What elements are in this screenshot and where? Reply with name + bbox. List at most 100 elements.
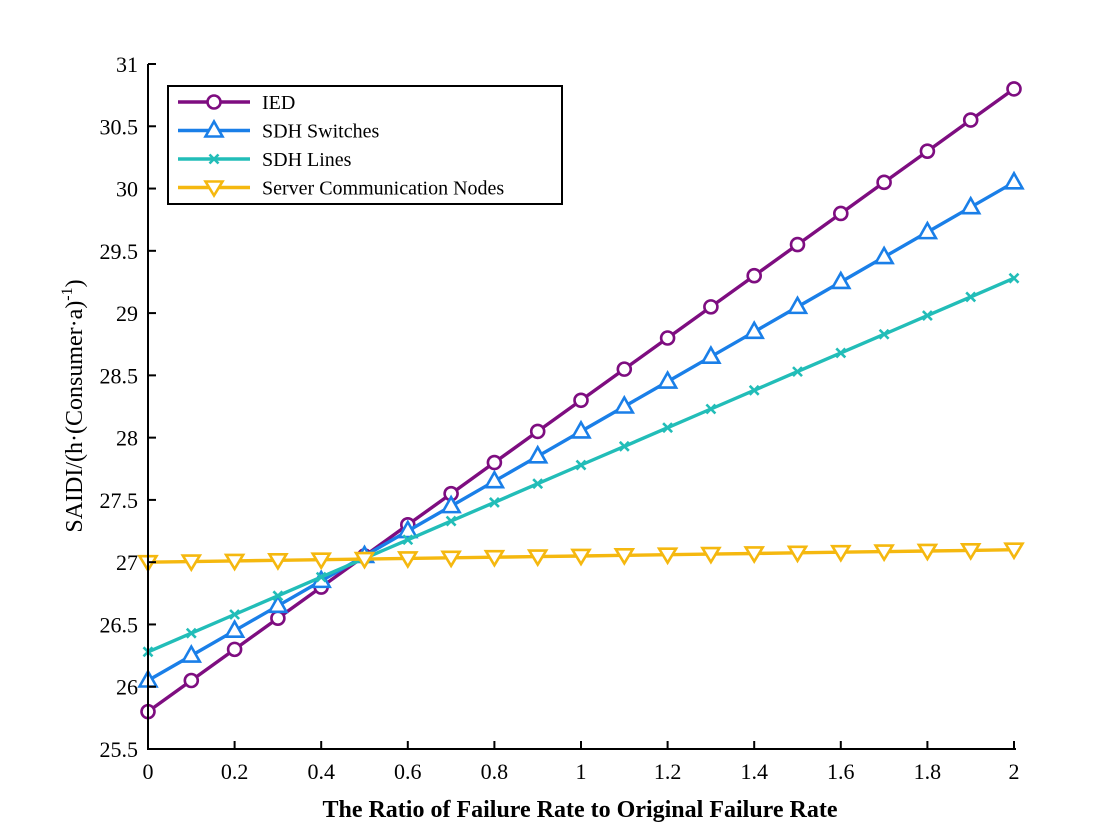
data-point <box>916 220 939 240</box>
y-tick-label: 30 <box>116 177 138 202</box>
data-point <box>180 554 203 573</box>
data-point <box>310 552 333 571</box>
data-point <box>613 548 636 566</box>
data-point <box>743 546 766 564</box>
data-point <box>445 515 457 527</box>
data-point <box>440 550 462 569</box>
data-point <box>878 328 890 340</box>
data-point <box>916 543 939 562</box>
data-point <box>315 571 327 583</box>
x-marker-stroke <box>921 310 933 322</box>
data-point <box>703 299 719 315</box>
data-point <box>226 641 243 658</box>
legend-marker <box>208 153 220 165</box>
series-1 <box>137 170 1025 688</box>
x-marker-stroke <box>532 478 544 490</box>
legend-label: SDH Lines <box>262 149 352 171</box>
data-point <box>832 205 849 222</box>
x-marker-stroke <box>965 291 977 303</box>
data-point <box>570 548 592 567</box>
x-marker-stroke <box>705 403 717 415</box>
data-point <box>229 609 241 620</box>
y-tick-label: 29 <box>116 301 138 326</box>
x-tick-label: 0.6 <box>394 759 422 784</box>
y-tick-label: 28 <box>116 426 138 451</box>
legend-marker <box>206 94 222 110</box>
data-point <box>829 544 852 563</box>
legend-label: Server Communication Nodes <box>262 178 504 200</box>
x-marker-stroke <box>272 590 284 602</box>
x-tick-label: 1.8 <box>914 759 942 784</box>
data-point <box>267 553 289 571</box>
data-point <box>1008 272 1020 284</box>
data-point <box>397 519 419 539</box>
data-point <box>613 394 636 414</box>
data-point <box>1003 542 1025 561</box>
data-point <box>180 643 203 663</box>
data-point <box>743 320 765 340</box>
data-point <box>570 419 592 439</box>
x-tick-label: 0 <box>143 759 154 784</box>
data-point <box>267 594 289 614</box>
data-point <box>965 291 977 303</box>
x-marker-stroke <box>488 496 500 508</box>
x-tick-label: 1.2 <box>654 759 682 784</box>
data-point <box>959 543 982 561</box>
legend-item-1: SDH Switches <box>178 118 379 143</box>
x-marker-stroke <box>878 328 890 340</box>
data-point <box>876 174 892 191</box>
y-axis-title-main: SAIDI/(h·(Consumer·a) <box>62 301 88 533</box>
data-point <box>792 366 803 378</box>
x-marker-stroke <box>402 534 414 546</box>
y-tick-label: 25.5 <box>100 737 139 762</box>
y-axis-title-superscript: -1 <box>59 287 76 300</box>
data-point <box>662 422 674 434</box>
x-marker-stroke <box>185 627 197 639</box>
y-tick-label: 27 <box>116 550 138 575</box>
y-tick-label: 30.5 <box>100 114 139 139</box>
series-3 <box>137 542 1025 573</box>
y-tick-label: 27.5 <box>100 488 139 513</box>
data-point <box>183 672 200 689</box>
y-tick-label: 31 <box>116 52 138 77</box>
data-point <box>921 310 933 322</box>
data-point <box>526 549 549 568</box>
data-point <box>223 553 246 572</box>
data-point <box>532 478 544 490</box>
data-point <box>656 547 679 566</box>
legend-marker <box>203 118 225 138</box>
x-tick-label: 0.2 <box>221 759 249 784</box>
data-point <box>440 494 462 514</box>
data-point <box>483 549 506 568</box>
data-point <box>959 195 982 215</box>
x-marker-stroke <box>748 384 760 396</box>
x-marker-stroke <box>835 347 847 359</box>
x-tick-label: 0.4 <box>307 759 335 784</box>
data-point <box>705 403 717 415</box>
y-axis-title: SAIDI/(h·(Consumer·a)-1) <box>59 279 88 532</box>
legend-marker <box>203 180 225 199</box>
data-point <box>402 534 414 546</box>
data-point <box>700 345 722 364</box>
x-marker-stroke <box>229 609 241 620</box>
data-point <box>789 236 806 253</box>
data-point <box>873 245 895 265</box>
x-tick-label: 0.8 <box>481 759 509 784</box>
data-point <box>353 551 376 570</box>
x-tick-label: 1 <box>576 759 587 784</box>
x-axis-title: The Ratio of Failure Rate to Original Fa… <box>322 797 837 823</box>
data-point <box>526 444 549 464</box>
legend: IED SDH Switches SDH Lines Server Communica… <box>167 85 563 205</box>
x-marker-stroke <box>1008 272 1020 284</box>
data-point <box>575 459 587 471</box>
data-point <box>786 295 809 315</box>
data-point <box>616 361 633 377</box>
data-point <box>270 610 286 627</box>
x-marker-stroke <box>315 571 327 583</box>
legend-item-3: Server Communication Nodes <box>178 178 504 200</box>
data-point <box>919 143 936 159</box>
data-point <box>185 627 197 639</box>
legend-label: IED <box>262 92 295 114</box>
data-point <box>488 496 500 508</box>
y-axis-title-close: ) <box>62 279 88 287</box>
